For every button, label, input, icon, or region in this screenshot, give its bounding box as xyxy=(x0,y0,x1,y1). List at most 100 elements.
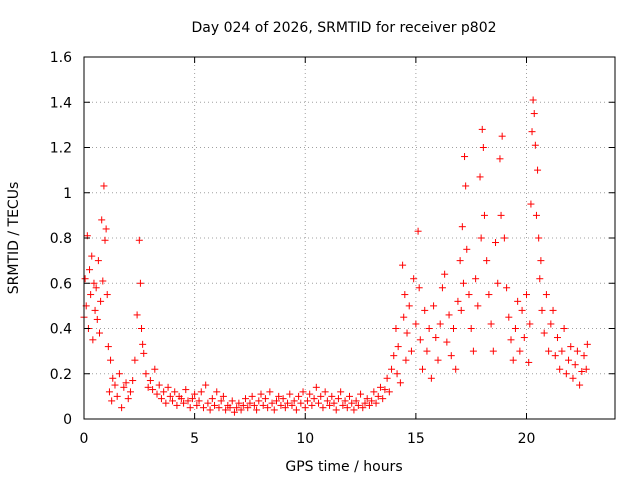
grid xyxy=(84,57,615,419)
data-point xyxy=(250,401,258,409)
data-point xyxy=(494,279,502,287)
data-point xyxy=(534,166,542,174)
data-point xyxy=(560,325,568,332)
data-point xyxy=(135,236,143,244)
data-point xyxy=(118,404,126,412)
data-point xyxy=(303,397,311,405)
data-point xyxy=(385,388,393,396)
data-point xyxy=(264,404,272,412)
data-point xyxy=(536,275,544,283)
data-point xyxy=(462,182,470,190)
data-point xyxy=(497,211,505,219)
data-point xyxy=(505,313,513,321)
x-tick-label: 10 xyxy=(296,431,314,447)
data-point xyxy=(343,404,351,412)
data-point xyxy=(465,291,473,299)
data-point xyxy=(576,381,584,389)
data-point xyxy=(328,392,336,400)
data-points xyxy=(80,96,591,416)
data-point xyxy=(421,306,429,314)
data-point xyxy=(297,399,305,407)
data-point xyxy=(306,390,314,398)
data-point xyxy=(120,383,128,391)
data-point xyxy=(301,404,309,412)
data-point xyxy=(317,392,325,400)
data-point xyxy=(86,266,94,274)
data-point xyxy=(583,340,591,348)
data-point xyxy=(312,383,320,391)
data-point xyxy=(415,284,423,292)
data-point xyxy=(122,379,130,387)
data-point xyxy=(430,302,438,310)
data-point xyxy=(492,239,500,247)
data-point xyxy=(346,392,353,400)
data-point xyxy=(169,397,176,405)
data-point xyxy=(410,275,418,283)
data-point xyxy=(95,329,103,337)
data-point xyxy=(173,401,181,409)
data-point xyxy=(540,329,548,337)
data-point xyxy=(171,388,179,396)
data-point xyxy=(403,329,411,337)
data-point xyxy=(164,383,172,391)
data-point xyxy=(507,336,515,344)
data-point xyxy=(580,352,588,360)
data-point xyxy=(326,401,334,409)
data-point xyxy=(295,392,303,400)
data-point xyxy=(109,374,117,382)
data-point xyxy=(177,395,185,403)
y-axis-label: SRMTID / TECUs xyxy=(6,182,22,295)
data-point xyxy=(235,399,243,407)
data-point xyxy=(361,399,369,407)
data-point xyxy=(456,257,464,265)
data-point xyxy=(518,306,526,314)
data-point xyxy=(124,395,132,403)
data-point xyxy=(477,234,485,242)
data-point xyxy=(523,291,530,299)
data-point xyxy=(381,386,389,394)
data-point xyxy=(474,302,482,310)
y-tick-label: 0.4 xyxy=(50,322,72,338)
data-point xyxy=(281,404,289,412)
x-tick-label: 5 xyxy=(190,431,199,447)
data-point xyxy=(535,234,543,242)
data-point xyxy=(299,388,307,396)
data-point xyxy=(562,370,570,378)
data-point xyxy=(104,343,112,351)
data-point xyxy=(155,381,163,389)
data-point xyxy=(180,399,188,407)
data-point xyxy=(476,173,484,181)
data-point xyxy=(363,395,371,403)
data-point xyxy=(542,291,550,299)
data-point xyxy=(569,374,577,382)
data-point xyxy=(372,399,380,407)
data-point xyxy=(286,390,294,398)
data-point xyxy=(149,386,157,394)
data-point xyxy=(432,334,440,342)
data-point xyxy=(321,388,329,396)
data-point xyxy=(239,401,247,409)
data-point xyxy=(370,388,378,396)
data-point xyxy=(255,397,263,405)
chart-title: Day 024 of 2026, SRMTID for receiver p80… xyxy=(191,20,496,36)
data-point xyxy=(146,377,154,385)
data-point xyxy=(310,395,318,403)
data-point xyxy=(191,390,199,398)
data-point xyxy=(452,365,460,373)
data-point xyxy=(257,390,265,398)
data-point xyxy=(91,306,99,314)
y-tick-label: 1.4 xyxy=(50,95,72,111)
data-point xyxy=(520,334,528,342)
data-point xyxy=(354,401,362,409)
data-point xyxy=(115,370,123,378)
data-point xyxy=(458,223,466,231)
data-point xyxy=(503,284,511,292)
data-point xyxy=(528,128,536,136)
data-point xyxy=(423,347,431,355)
data-point xyxy=(498,132,506,140)
data-point xyxy=(447,352,455,360)
data-point xyxy=(529,96,537,104)
x-tick-label: 20 xyxy=(518,431,536,447)
data-point xyxy=(133,311,141,319)
data-point xyxy=(88,252,96,260)
